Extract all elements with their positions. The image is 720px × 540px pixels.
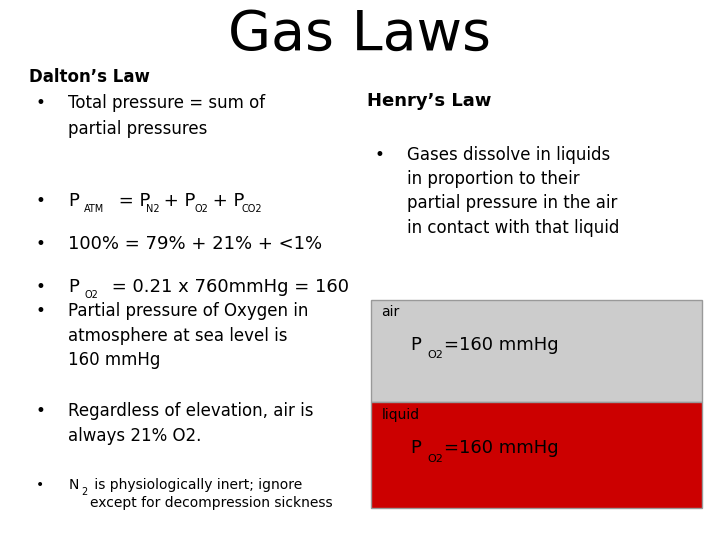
Text: Henry’s Law: Henry’s Law	[367, 92, 492, 110]
Text: •: •	[36, 302, 46, 320]
Text: O2: O2	[194, 204, 208, 214]
Text: •: •	[36, 235, 46, 253]
Text: liquid: liquid	[382, 408, 420, 422]
Text: Dalton’s Law: Dalton’s Law	[29, 68, 150, 85]
Text: ATM: ATM	[84, 204, 104, 214]
Text: =160 mmHg: =160 mmHg	[444, 335, 559, 354]
Text: Total pressure = sum of
partial pressures: Total pressure = sum of partial pressure…	[68, 94, 266, 138]
Text: Regardless of elevation, air is
always 21% O2.: Regardless of elevation, air is always 2…	[68, 402, 314, 444]
Text: •: •	[36, 278, 46, 296]
Text: O2: O2	[427, 350, 443, 360]
Text: N: N	[68, 478, 78, 492]
Text: 100% = 79% + 21% + <1%: 100% = 79% + 21% + <1%	[68, 235, 323, 253]
Text: Gases dissolve in liquids
in proportion to their
partial pressure in the air
in : Gases dissolve in liquids in proportion …	[407, 146, 619, 237]
Text: P: P	[410, 440, 421, 457]
Text: N2: N2	[146, 204, 160, 214]
Text: Gas Laws: Gas Laws	[228, 8, 492, 62]
Text: + P: + P	[207, 192, 244, 210]
Bar	[371, 300, 702, 402]
Text: •: •	[36, 478, 44, 492]
Text: = 0.21 x 760mmHg = 160: = 0.21 x 760mmHg = 160	[106, 278, 348, 296]
Text: is physiologically inert; ignore
except for decompression sickness: is physiologically inert; ignore except …	[90, 478, 333, 510]
Text: P: P	[68, 278, 79, 296]
Bar	[371, 402, 702, 508]
Text: 2: 2	[81, 487, 88, 497]
Text: •: •	[36, 94, 46, 112]
Text: O2: O2	[427, 454, 443, 464]
Text: =160 mmHg: =160 mmHg	[444, 440, 559, 457]
Text: + P: + P	[158, 192, 196, 210]
Text: O2: O2	[84, 290, 98, 300]
Text: CO2: CO2	[241, 204, 262, 214]
Text: P: P	[68, 192, 79, 210]
Text: = P: = P	[113, 192, 150, 210]
Text: •: •	[374, 146, 384, 164]
Text: •: •	[36, 402, 46, 420]
Text: air: air	[382, 305, 400, 319]
Text: P: P	[410, 335, 421, 354]
Text: Partial pressure of Oxygen in
atmosphere at sea level is
160 mmHg: Partial pressure of Oxygen in atmosphere…	[68, 302, 309, 369]
Text: •: •	[36, 192, 46, 210]
